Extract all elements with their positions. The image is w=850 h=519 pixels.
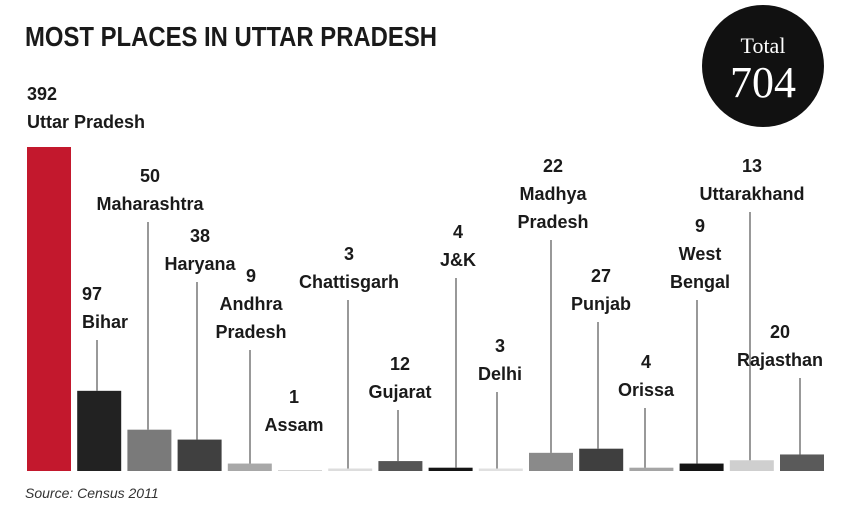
category-label: Uttarakhand — [699, 184, 805, 204]
bar — [328, 468, 373, 471]
bar-label: 13 Uttarakhand — [667, 152, 837, 208]
bar — [77, 390, 122, 471]
source: Source: Census 2011 — [25, 485, 159, 501]
bar-label: 1 Assam — [209, 383, 379, 439]
category-label: Haryana — [164, 254, 236, 274]
category-label: J&K — [439, 250, 476, 270]
bar-label: 20 Rajasthan — [695, 318, 850, 374]
bar — [27, 147, 71, 471]
bar — [579, 448, 624, 471]
bar-label: 38 Haryana — [115, 222, 285, 278]
bar-label: 392 Uttar Pradesh — [27, 80, 197, 136]
value-label: 38 — [189, 226, 211, 246]
value-label: 3 — [343, 244, 354, 264]
value-label: 20 — [769, 322, 791, 342]
bar-label: 4 J&K — [373, 218, 543, 274]
bar-label: 97 Bihar — [82, 280, 252, 336]
bar-label: 3 Delhi — [415, 332, 585, 388]
value-label: 4 — [640, 352, 651, 372]
bar-label: 9 Andhra Pradesh — [206, 262, 296, 346]
value-label: 27 — [590, 266, 612, 286]
bar — [428, 467, 473, 471]
value-label: 3 — [494, 336, 505, 356]
bar — [729, 460, 774, 471]
bar-label: 9 West Bengal — [663, 212, 738, 296]
value-label: 1 — [288, 387, 299, 407]
category-label: Madhya Pradesh — [517, 184, 589, 232]
bar-label: 22 Madhya Pradesh — [508, 152, 598, 236]
category-label: West Bengal — [669, 244, 730, 292]
bar — [278, 470, 322, 471]
bar — [679, 463, 724, 471]
category-label: Punjab — [570, 294, 631, 314]
category-label: Delhi — [477, 364, 522, 384]
category-label: Uttar Pradesh — [27, 112, 146, 132]
total-label: Total — [741, 33, 786, 58]
bar-label: 4 Orissa — [561, 348, 731, 404]
bar — [780, 454, 824, 471]
total-badge — [702, 5, 824, 127]
bar-label: 12 Gujarat — [315, 350, 485, 406]
value-label: 50 — [139, 166, 161, 186]
value-label: 13 — [741, 156, 763, 176]
bar — [127, 429, 172, 471]
category-label: Gujarat — [368, 382, 432, 402]
bar — [227, 463, 272, 471]
category-label: Chattisgarh — [298, 272, 399, 292]
total-value: 704 — [730, 58, 796, 107]
category-label: Bihar — [82, 312, 129, 332]
value-label: 9 — [694, 216, 705, 236]
bar — [378, 461, 423, 471]
chart-title: MOST PLACES IN UTTAR PRADESH — [25, 21, 437, 52]
value-label: 97 — [82, 284, 103, 304]
bar-label: 3 Chattisgarh — [264, 240, 434, 296]
value-label: 22 — [542, 156, 564, 176]
category-label: Assam — [264, 415, 324, 435]
value-label: 392 — [27, 84, 58, 104]
bar-label: 27 Punjab — [516, 262, 686, 318]
category-label: Orissa — [617, 380, 675, 400]
bar — [177, 439, 222, 471]
bar — [629, 467, 674, 471]
bar — [478, 468, 523, 471]
value-label: 12 — [389, 354, 411, 374]
bar — [529, 452, 573, 471]
category-label: Rajasthan — [736, 350, 824, 370]
bar-label: 50 Maharashtra — [65, 162, 235, 218]
value-label: 9 — [245, 266, 256, 286]
category-label: Andhra Pradesh — [215, 294, 287, 342]
value-label: 4 — [452, 222, 463, 242]
category-label: Maharashtra — [96, 194, 204, 214]
